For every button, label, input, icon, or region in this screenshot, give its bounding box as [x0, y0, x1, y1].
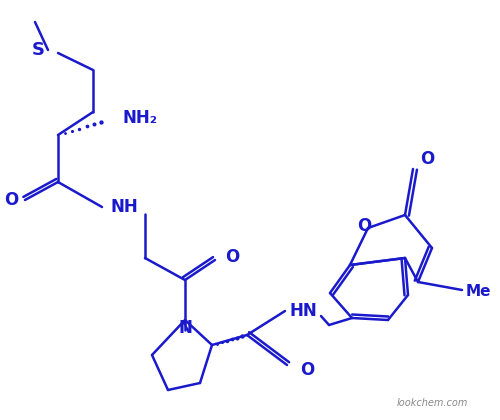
Text: O: O: [300, 361, 314, 379]
Text: O: O: [420, 150, 434, 168]
Text: NH: NH: [110, 198, 138, 216]
Text: Me: Me: [465, 284, 491, 299]
Text: NH₂: NH₂: [122, 109, 158, 127]
Text: S: S: [32, 41, 44, 59]
Text: N: N: [178, 319, 192, 337]
Text: HN: HN: [289, 302, 317, 320]
Text: lookchem.com: lookchem.com: [396, 398, 468, 408]
Text: O: O: [225, 248, 239, 266]
Text: O: O: [357, 217, 371, 235]
Text: O: O: [4, 191, 18, 209]
